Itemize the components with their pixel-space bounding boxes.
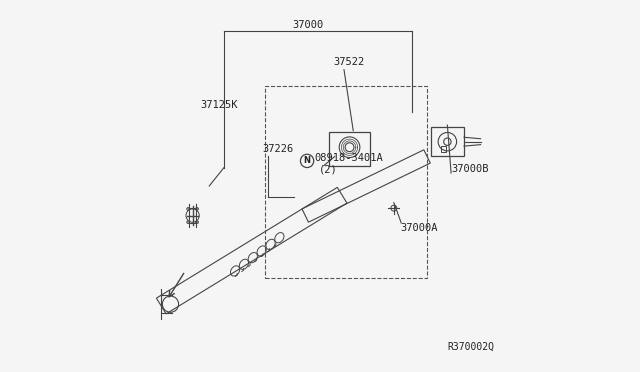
Circle shape: [187, 221, 189, 224]
Text: 37125K: 37125K: [200, 100, 237, 110]
Bar: [431, 127, 464, 157]
Circle shape: [196, 208, 198, 211]
Circle shape: [196, 221, 198, 224]
Bar: [264, 86, 427, 278]
Bar: [441, 147, 446, 152]
Text: 37000A: 37000A: [400, 224, 438, 234]
Text: (2): (2): [319, 164, 338, 174]
Text: 37522: 37522: [333, 57, 364, 67]
Bar: [329, 132, 370, 166]
Text: 37000B: 37000B: [451, 164, 488, 174]
Text: R370002Q: R370002Q: [447, 341, 494, 352]
Text: N: N: [303, 156, 310, 166]
Text: 37000: 37000: [292, 20, 324, 31]
Circle shape: [187, 208, 189, 211]
Text: 37226: 37226: [263, 144, 294, 154]
Text: 08918-3401A: 08918-3401A: [314, 153, 383, 163]
